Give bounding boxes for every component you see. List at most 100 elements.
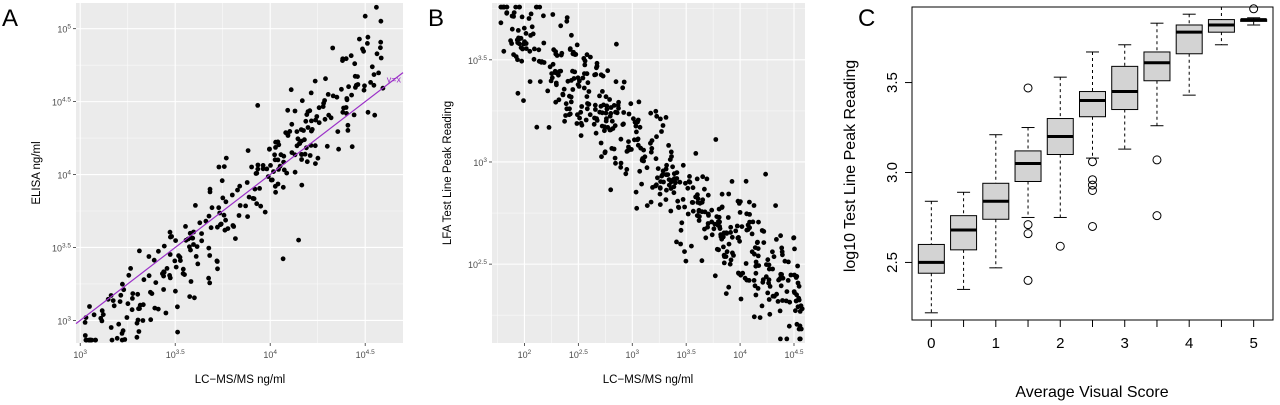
x-tick-label-0: 102 — [518, 349, 532, 360]
data-point — [778, 271, 784, 277]
data-point — [273, 139, 278, 145]
data-point — [362, 13, 368, 19]
data-point — [774, 291, 779, 297]
data-point — [717, 224, 722, 229]
data-point — [362, 83, 367, 89]
x-tick-label-1-base: 10 — [569, 350, 579, 360]
panel-letter-b: B — [428, 5, 444, 32]
data-point — [316, 120, 322, 126]
data-point — [600, 89, 605, 94]
data-point — [533, 4, 539, 10]
data-point — [303, 118, 309, 124]
data-point — [649, 138, 655, 144]
data-point — [608, 187, 614, 193]
data-point — [501, 48, 507, 54]
data-point — [775, 299, 781, 304]
data-point — [197, 220, 203, 226]
data-point — [755, 253, 761, 259]
data-point — [349, 92, 354, 98]
data-point — [756, 219, 761, 225]
data-point — [779, 245, 785, 251]
data-point — [671, 184, 677, 190]
data-point — [675, 198, 681, 204]
data-point — [719, 204, 725, 210]
data-point — [167, 273, 173, 278]
data-point — [292, 169, 298, 175]
data-point — [128, 266, 134, 271]
data-point — [666, 143, 671, 148]
data-point — [603, 94, 609, 100]
data-point — [299, 98, 305, 104]
data-point — [371, 82, 377, 88]
panel-b-y-axis-title: LFA Test Line Peak Reading — [442, 101, 454, 245]
data-point — [229, 192, 235, 198]
data-point — [680, 197, 686, 202]
data-point — [575, 112, 580, 118]
y-tick-label-1-exp: 3 — [483, 157, 487, 164]
data-point — [587, 112, 593, 118]
data-point — [167, 229, 173, 235]
data-point — [340, 58, 345, 63]
data-point — [161, 287, 167, 292]
data-point — [726, 284, 732, 290]
box-iqr — [1079, 91, 1106, 118]
outlier-point — [1023, 229, 1033, 239]
data-point — [766, 280, 771, 286]
data-point — [570, 51, 576, 57]
data-point — [654, 134, 659, 140]
data-point — [582, 58, 588, 64]
data-point — [549, 71, 555, 76]
data-point — [576, 84, 582, 89]
data-point — [764, 262, 769, 267]
data-point — [361, 48, 366, 54]
data-point — [216, 164, 222, 170]
data-point — [255, 103, 261, 108]
data-point — [717, 219, 722, 225]
x-tick-label-1: 102.5 — [569, 349, 588, 360]
data-point — [609, 118, 615, 124]
panel-b-x-axis-title: LC−MS/MS ng/ml — [603, 374, 693, 386]
data-point — [721, 244, 726, 250]
box-5 — [1240, 4, 1268, 26]
data-point — [513, 4, 519, 10]
data-point — [749, 231, 755, 237]
data-point — [236, 213, 242, 218]
y-tick-label-2-base: 10 — [57, 171, 67, 181]
data-point — [778, 233, 783, 239]
data-point — [114, 335, 120, 341]
data-point — [696, 209, 702, 214]
data-point — [755, 246, 761, 252]
data-point — [629, 147, 634, 152]
data-point — [613, 109, 618, 115]
data-point — [116, 321, 122, 327]
box-4 — [1175, 13, 1203, 96]
data-point — [621, 110, 627, 115]
x-tick-label-5: 104.5 — [784, 349, 803, 360]
data-point — [735, 198, 741, 204]
data-point — [638, 145, 644, 151]
data-point — [685, 211, 691, 217]
data-point — [570, 87, 576, 92]
data-point — [770, 293, 776, 299]
data-point — [187, 244, 192, 250]
y-tick-label-3-base: 10 — [52, 98, 62, 108]
data-point — [608, 111, 614, 116]
data-point — [276, 167, 281, 172]
data-point — [299, 182, 305, 188]
data-point — [616, 99, 621, 105]
box-1 — [982, 134, 1010, 269]
data-point — [152, 305, 158, 311]
data-point — [223, 199, 229, 205]
data-point — [353, 82, 359, 88]
outlier-point — [1088, 175, 1097, 185]
data-point — [584, 106, 590, 112]
data-point — [663, 115, 669, 120]
data-point — [511, 10, 517, 16]
data-point — [620, 85, 626, 91]
data-point — [167, 252, 173, 257]
data-point — [313, 117, 318, 123]
data-point — [723, 291, 729, 296]
data-point — [562, 118, 567, 124]
data-point — [126, 272, 132, 278]
